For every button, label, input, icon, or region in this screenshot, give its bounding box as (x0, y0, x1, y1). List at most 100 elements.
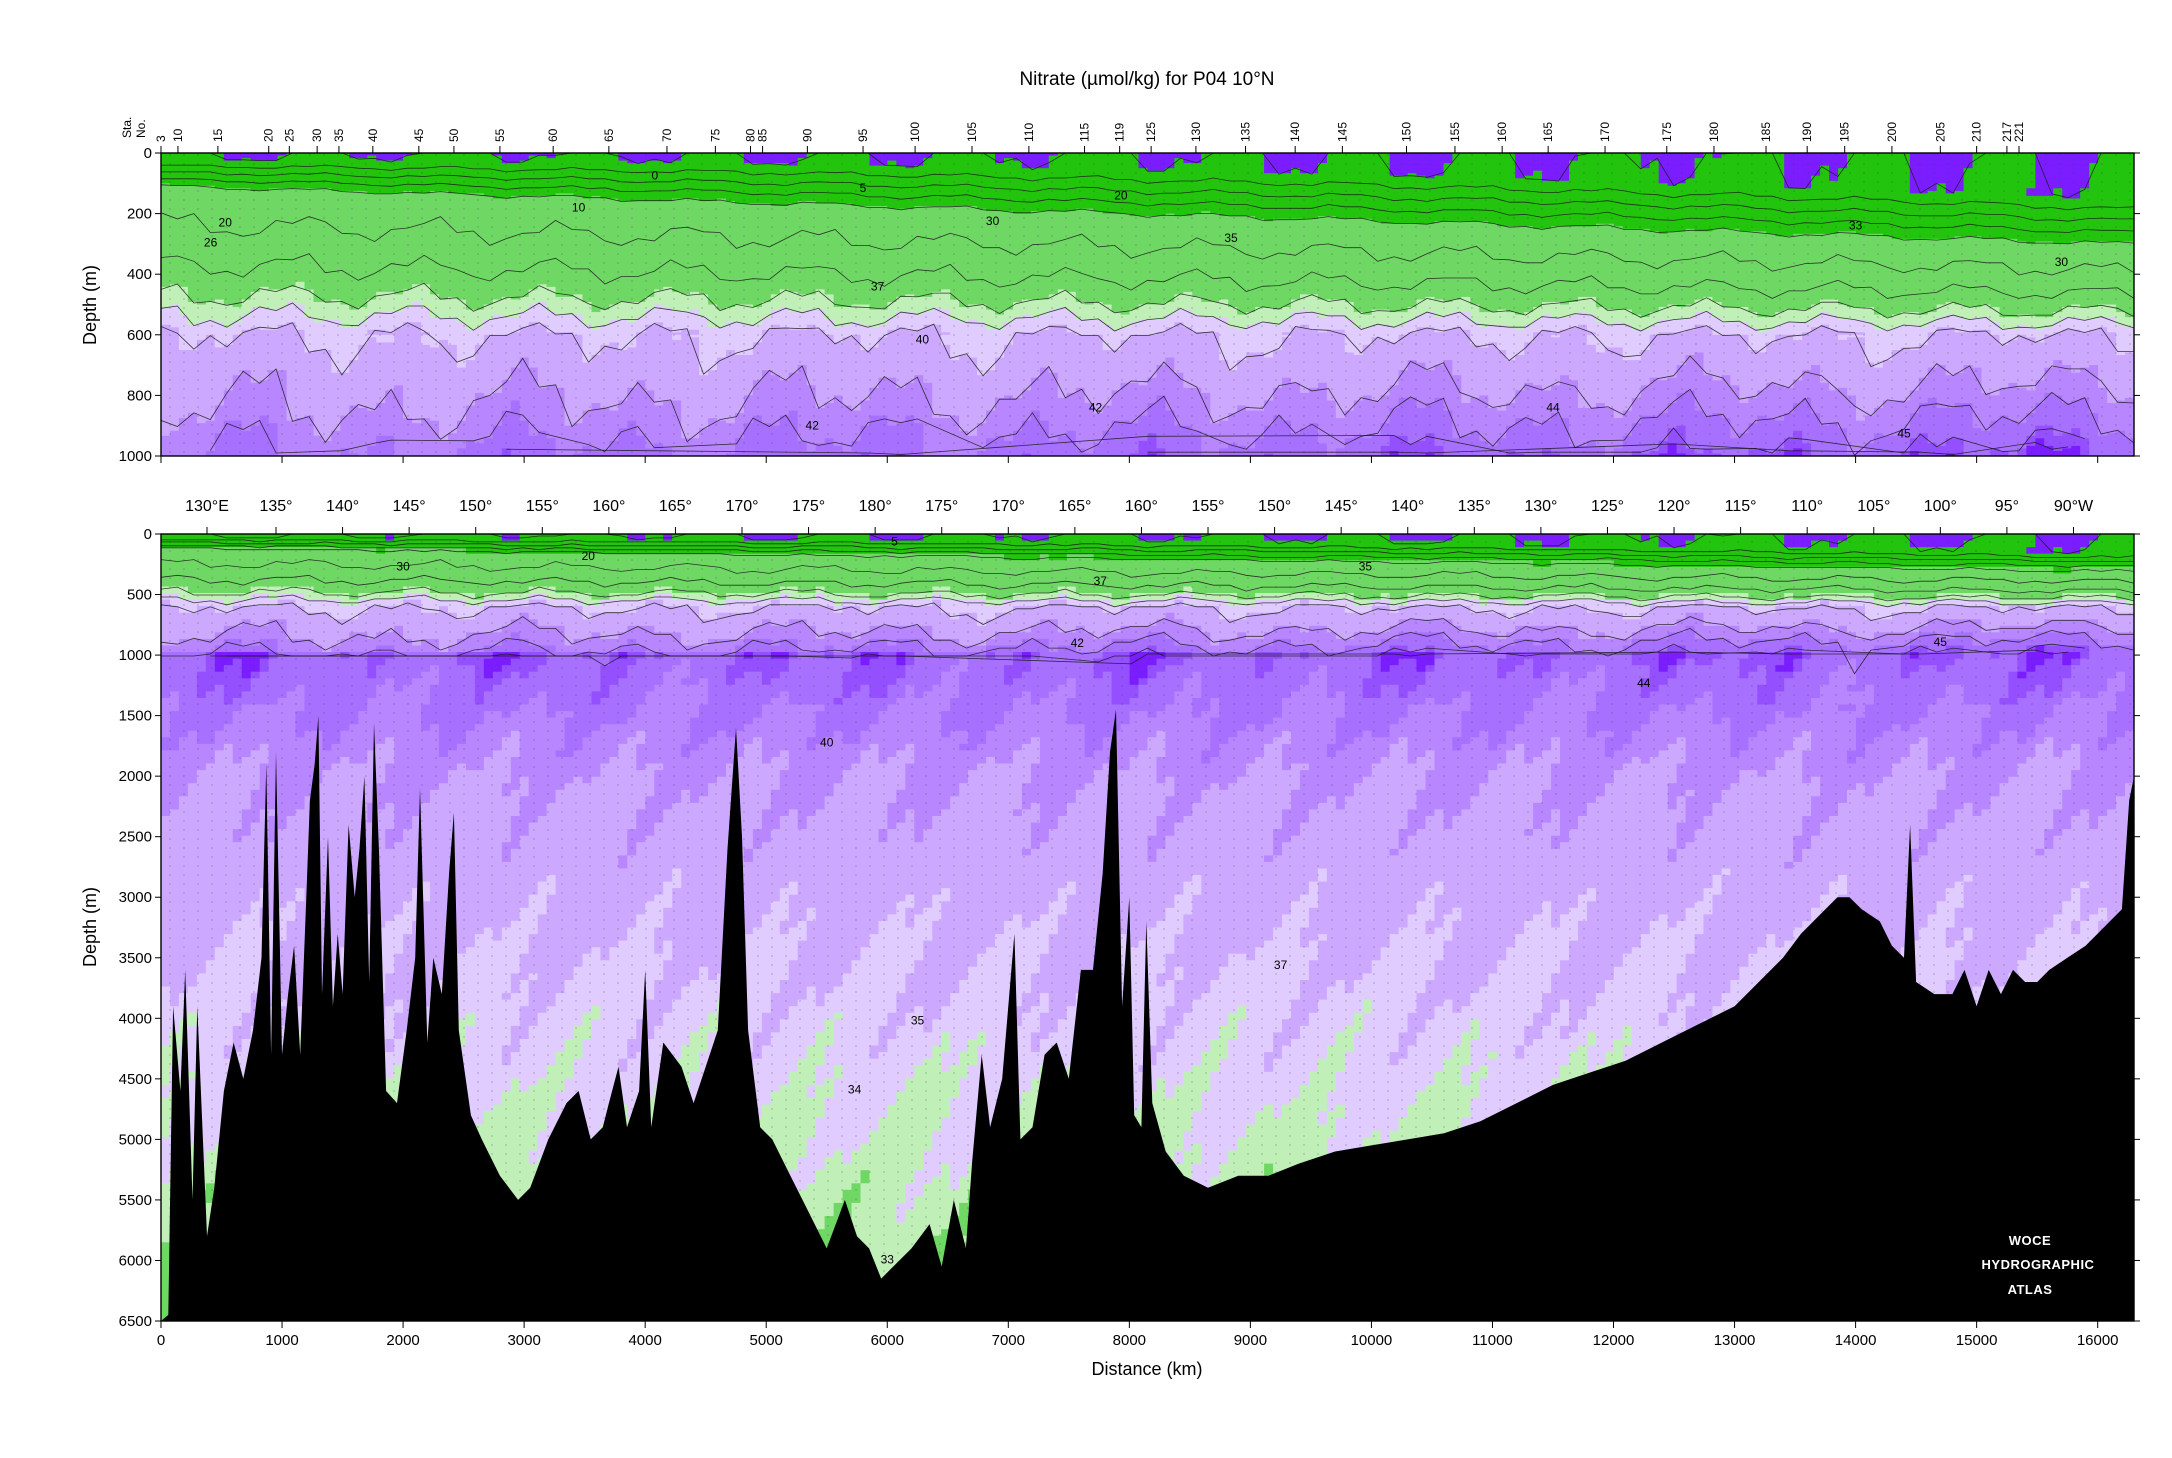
x-tick-label: 5000 (750, 1332, 783, 1349)
y-tick-label: 3000 (119, 889, 152, 906)
station-label: 30 (310, 128, 324, 142)
station-label: 100 (908, 122, 922, 142)
y-tick-label: 400 (127, 266, 152, 283)
contour-line (161, 302, 2134, 332)
x-tick-label: 2000 (386, 1332, 419, 1349)
contour-label: 44 (1546, 401, 1560, 415)
x-tick-label: 6000 (871, 1332, 904, 1349)
station-label: 180 (1707, 122, 1721, 142)
longitude-label: 150° (459, 498, 492, 515)
y-tick-label: 1500 (119, 708, 152, 725)
logo-line-2: HYDROGRAPHIC (1982, 1257, 2095, 1272)
x-tick-label: 10000 (1351, 1332, 1393, 1349)
station-label: 119 (1113, 123, 1127, 142)
x-axis-label: Distance (km) (1091, 1359, 1202, 1379)
longitude-label: 125° (1591, 498, 1624, 515)
contour-label: 10 (572, 201, 586, 215)
contour-line (161, 559, 2134, 584)
contour-label: 37 (1094, 574, 1108, 588)
contour-line (161, 171, 2134, 222)
x-tick-label: 15000 (1956, 1332, 1998, 1349)
contour-label: 45 (1897, 426, 1911, 440)
contour-label: 40 (820, 735, 834, 749)
x-tick-label: 11000 (1472, 1332, 1513, 1349)
station-label: 105 (965, 122, 979, 142)
contour-line (161, 212, 2134, 276)
station-label: 140 (1288, 122, 1302, 142)
longitude-labels: 130°E 135° 140° 145° 150° 155° 160° 165° 170° 175… (185, 498, 2094, 515)
contour-label: 20 (1114, 188, 1128, 202)
contour-label: 37 (871, 279, 885, 293)
y-tick-label: 6500 (119, 1313, 152, 1330)
contour-line (161, 627, 2134, 675)
station-label: 45 (412, 128, 426, 142)
station-label: 205 (1933, 122, 1947, 142)
longitude-label: 180° (859, 498, 892, 515)
longitude-label: 160° (1125, 498, 1158, 515)
station-label: 50 (447, 128, 461, 142)
longitude-label: 165° (659, 498, 692, 515)
longitude-label: 145° (1325, 498, 1358, 515)
station-label: 115 (1078, 123, 1092, 142)
contour-line (161, 602, 2134, 625)
y-tick-label: 1000 (119, 448, 152, 465)
x-tick-label: 0 (157, 1332, 165, 1349)
y-tick-label: 5500 (119, 1192, 152, 1209)
contour-label: 5 (891, 534, 898, 548)
station-label: 190 (1800, 122, 1814, 142)
station-label: 200 (1885, 122, 1899, 142)
x-tick-label: 14000 (1835, 1332, 1877, 1349)
contour-line (226, 649, 2069, 665)
contour-label: 37 (1274, 958, 1288, 972)
contour-line (1147, 441, 2069, 455)
longitude-label: 145° (393, 498, 426, 515)
longitude-label: 155° (1191, 498, 1224, 515)
contour-label: 33 (1849, 219, 1863, 233)
station-label: 95 (856, 128, 870, 142)
longitude-label: 120° (1657, 498, 1690, 515)
contour-label: 40 (916, 332, 930, 346)
station-label: 20 (262, 128, 276, 142)
longitude-label: 140° (1391, 498, 1424, 515)
station-label: 195 (1838, 122, 1852, 142)
station-label: 90 (800, 128, 814, 142)
station-label: 210 (1970, 122, 1984, 142)
y-axis-label-lower: Depth (m) (80, 887, 100, 967)
x-tick-label: 16000 (2077, 1332, 2119, 1349)
lower-panel: 5 20 30 37 35 42 45 44 40 37 35 34 33 0 500 1000 1500 200… (119, 526, 2140, 1349)
contour-line (161, 282, 2134, 319)
y-tick-label: 4500 (119, 1071, 152, 1088)
y-tick-label: 2500 (119, 829, 152, 846)
station-label: 135 (1239, 122, 1253, 142)
station-header-line1: Sta. (120, 117, 134, 138)
x-tick-label: 12000 (1593, 1332, 1635, 1349)
contour-label: 44 (1637, 676, 1651, 690)
longitude-label: 100° (1924, 498, 1957, 515)
y-axis-label-upper: Depth (m) (80, 265, 100, 345)
longitude-label: 115° (1725, 498, 1757, 515)
contour-line (209, 388, 2134, 456)
contour-line (161, 586, 2134, 602)
station-header-line2: No. (134, 119, 148, 138)
contour-line (161, 541, 2134, 562)
longitude-label: 165° (1058, 498, 1091, 515)
contour-label: 5 (860, 181, 867, 195)
station-label: 55 (493, 128, 507, 142)
lower-frame (160, 533, 2135, 1322)
contour-line (161, 253, 2134, 299)
station-label: 80 (744, 128, 758, 142)
contour-label: 30 (2055, 255, 2069, 269)
upper-frame (160, 152, 2135, 457)
contour-label: 20 (219, 216, 233, 230)
logo-line-1: WOCE (2009, 1233, 2051, 1248)
seafloor (161, 709, 2134, 1321)
longitude-label: 170° (992, 498, 1025, 515)
x-tick-label: 13000 (1714, 1332, 1756, 1349)
station-label: 10 (171, 128, 185, 142)
station-label: 3 (154, 135, 168, 142)
x-tick-label: 3000 (507, 1332, 540, 1349)
y-tick-label: 200 (127, 206, 152, 223)
chart-title: Nitrate (µmol/kg) for P04 10°N (1019, 69, 1274, 90)
logo-line-3: ATLAS (2008, 1282, 2053, 1297)
contour-label: 34 (848, 1083, 862, 1097)
